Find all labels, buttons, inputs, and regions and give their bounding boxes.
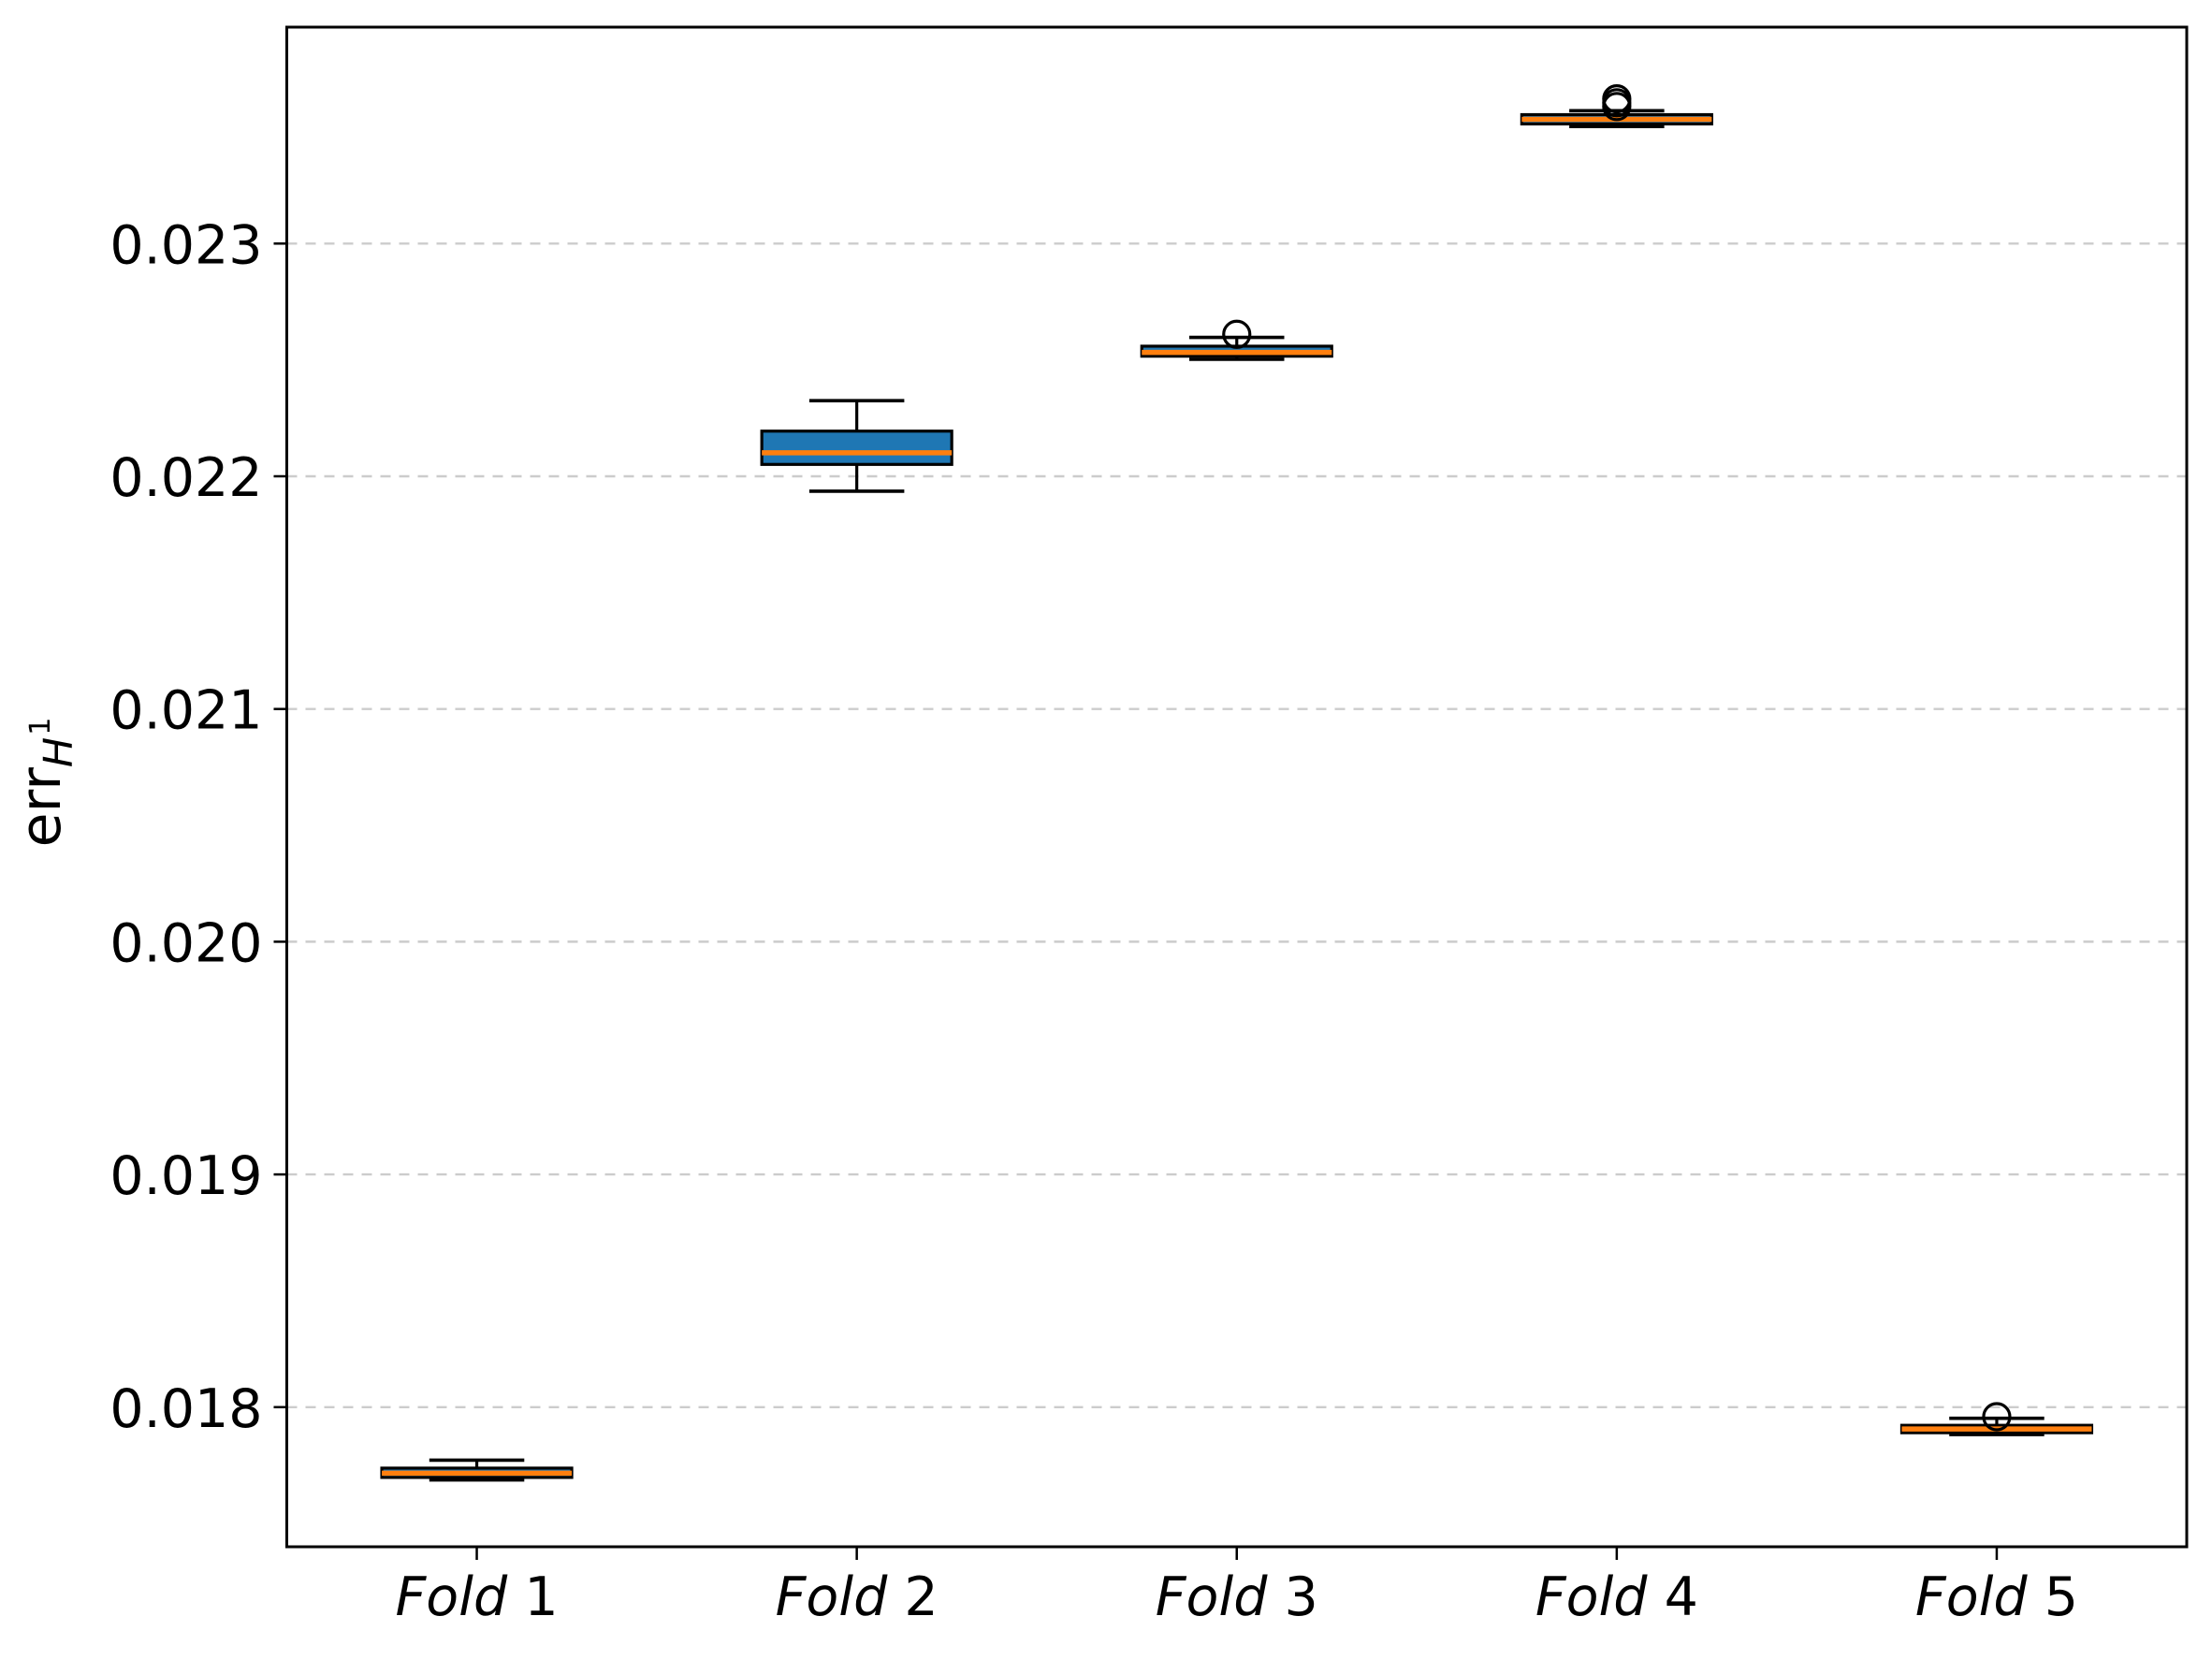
y-tick-label: 0.021 xyxy=(109,680,262,742)
x-tick-label: Fold 1 xyxy=(396,1566,559,1628)
x-tick-label: Fold 3 xyxy=(1156,1566,1318,1628)
outlier-marker xyxy=(1602,83,1632,114)
boxplot-fold-4 xyxy=(1520,83,1713,128)
x-axis: Fold 1 Fold 2 Fold 3 Fold 4 Fold 5 xyxy=(396,1547,2078,1628)
boxplot-fold-5 xyxy=(1899,1402,2094,1436)
outlier-marker xyxy=(1222,319,1252,349)
iqr-box xyxy=(760,430,953,466)
y-axis-label: errH1 xyxy=(8,718,82,848)
y-axis: 0.018 0.019 0.020 0.021 0.022 0.023 xyxy=(109,214,287,1440)
outlier-marker xyxy=(1982,1402,2012,1432)
y-tick-label: 0.023 xyxy=(109,214,262,276)
y-tick-label: 0.018 xyxy=(109,1378,262,1440)
y-tick-label: 0.022 xyxy=(109,447,262,509)
boxplot-fold-3 xyxy=(1140,319,1333,361)
y-tick-label: 0.020 xyxy=(109,912,262,974)
boxplot-fold-1 xyxy=(380,1458,574,1482)
x-tick-label: Fold 5 xyxy=(1915,1566,2078,1628)
x-tick-label: Fold 4 xyxy=(1535,1566,1698,1628)
boxplot-fold-2 xyxy=(760,399,953,493)
x-tick-label: Fold 2 xyxy=(776,1566,939,1628)
y-tick-label: 0.019 xyxy=(109,1145,262,1207)
